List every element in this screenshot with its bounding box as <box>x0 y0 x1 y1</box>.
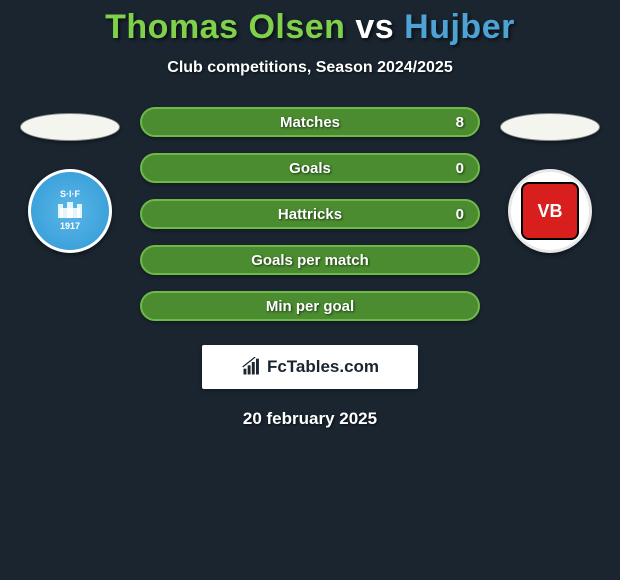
club-badge-right: VB <box>508 169 592 253</box>
comparison-card: Thomas Olsen vs Hujber Club competitions… <box>0 0 620 429</box>
stat-row: Matches 8 <box>140 107 480 137</box>
stat-label: Hattricks <box>278 206 342 223</box>
vs-label: vs <box>355 8 394 46</box>
stats-area: S·I·F 1917 Matches8Goals0Hattricks0Goals… <box>0 107 620 321</box>
left-column: S·I·F 1917 <box>20 107 120 253</box>
page-title: Thomas Olsen vs Hujber <box>0 8 620 47</box>
club-badge-left: S·I·F 1917 <box>28 169 112 253</box>
watermark-text: FcTables.com <box>267 357 379 377</box>
stat-label: Min per goal <box>266 298 354 315</box>
stat-value-right: 8 <box>456 114 464 131</box>
club-right-label: VB <box>521 182 579 240</box>
player2-name: Hujber <box>404 8 515 46</box>
stat-value-right: 0 <box>456 206 464 223</box>
stat-rows: Matches 8 Goals 0 Hattricks 0 Goals per match M… <box>140 107 480 321</box>
club-left-bottom: 1917 <box>56 222 84 232</box>
player2-photo-placeholder <box>500 113 600 141</box>
stat-row: Goals per match <box>140 245 480 275</box>
stat-row: Min per goal <box>140 291 480 321</box>
club-left-top: S·I·F <box>56 190 84 200</box>
castle-icon <box>56 200 84 220</box>
date-label: 20 february 2025 <box>0 409 620 429</box>
subtitle: Club competitions, Season 2024/2025 <box>0 59 620 77</box>
watermark: FcTables.com <box>202 345 418 389</box>
stat-value-right: 0 <box>456 160 464 177</box>
club-badge-left-text: S·I·F 1917 <box>56 190 84 233</box>
stat-label: Goals <box>289 160 331 177</box>
stat-row: Hattricks 0 <box>140 199 480 229</box>
chart-icon <box>241 357 261 377</box>
player1-photo-placeholder <box>20 113 120 141</box>
stat-label: Goals per match <box>251 252 369 269</box>
player1-name: Thomas Olsen <box>105 8 345 46</box>
right-column: VB <box>500 107 600 253</box>
stat-label: Matches <box>280 114 340 131</box>
stat-row: Goals 0 <box>140 153 480 183</box>
